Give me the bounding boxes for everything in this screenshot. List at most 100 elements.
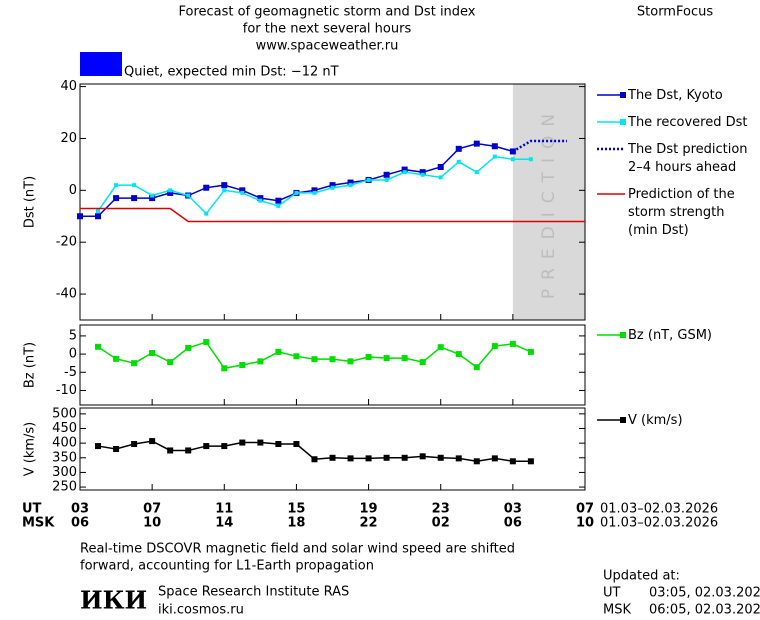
y-tick-label: 40	[60, 79, 77, 94]
prediction-label: PREDICTION	[539, 105, 559, 299]
footer-note: Real-time DSCOVR magnetic field and sola…	[80, 542, 515, 557]
data-point	[131, 360, 138, 367]
x2-tick-label: 18	[287, 516, 305, 531]
y-tick-label: 20	[60, 131, 77, 146]
y-tick-label: 250	[52, 480, 77, 495]
x2-tick-label: 10	[143, 516, 161, 531]
status-swatch	[80, 52, 122, 76]
data-point	[114, 183, 119, 188]
y-tick-label: 500	[52, 406, 77, 421]
logo: ИКИ	[80, 586, 147, 615]
x2-tick-label: 02	[432, 516, 450, 531]
x2-tick-label: 10	[576, 516, 594, 531]
x-tick-label: 19	[360, 502, 378, 517]
updated-ut: 03:05, 02.03.2026	[649, 586, 760, 601]
data-point	[77, 213, 83, 220]
plot-frame	[79, 83, 586, 321]
y-tick-label: 350	[52, 450, 77, 465]
data-point	[402, 170, 407, 175]
data-point	[527, 458, 534, 465]
data-point	[203, 443, 210, 450]
data-point	[456, 159, 461, 164]
legend-label: Bz (nT, GSM)	[628, 328, 712, 343]
data-point	[203, 339, 210, 346]
data-point	[437, 454, 444, 461]
data-point	[185, 447, 192, 454]
x-tick-label: 07	[143, 502, 161, 517]
data-point	[510, 157, 515, 162]
data-point	[113, 195, 120, 202]
updated-ut-label: UT	[603, 586, 621, 601]
data-point	[294, 190, 299, 195]
x-tick-label: 03	[71, 502, 89, 517]
footer-note: forward, accounting for L1-Earth propaga…	[80, 559, 374, 574]
data-point	[491, 143, 498, 150]
data-point	[383, 454, 390, 461]
data-point	[204, 211, 209, 216]
data-point	[347, 179, 354, 186]
data-point	[221, 443, 228, 450]
updated-label: Updated at:	[603, 569, 680, 584]
data-point	[131, 441, 138, 448]
data-point	[132, 183, 137, 188]
updated-msk: 06:05, 02.03.2026	[649, 603, 760, 618]
series-line	[512, 139, 567, 153]
data-point	[185, 344, 192, 351]
institute-site: iki.cosmos.ru	[158, 603, 244, 618]
plot-frame	[79, 407, 586, 491]
data-point	[473, 140, 480, 147]
data-point	[330, 185, 335, 190]
y-tick-label: 5	[69, 328, 77, 343]
y-tick-label: -40	[56, 287, 77, 302]
data-point	[293, 441, 300, 448]
data-point	[150, 193, 155, 198]
x-tick-label: 23	[432, 502, 450, 517]
x-axis-label: UT	[22, 502, 42, 517]
brand: StormFocus	[637, 5, 713, 20]
legend-label: Prediction of the storm strength (min Dst)	[628, 187, 735, 238]
x-tick-label: 07	[576, 502, 594, 517]
data-point	[419, 169, 426, 176]
data-point	[311, 356, 318, 363]
data-point	[365, 354, 372, 360]
data-point	[96, 209, 101, 214]
y-tick-label: 450	[52, 421, 77, 436]
data-point	[95, 443, 102, 450]
data-point	[509, 340, 516, 347]
series-line	[80, 207, 585, 223]
prediction-zone	[512, 84, 585, 320]
x2-range-label: 01.03–02.03.2026	[600, 516, 718, 531]
data-point	[509, 458, 516, 465]
legend-marker	[620, 332, 626, 338]
x-tick-label: 03	[504, 502, 522, 517]
data-point	[437, 163, 444, 170]
data-point	[95, 343, 102, 350]
data-point	[473, 364, 480, 371]
data-point	[348, 183, 353, 188]
data-point	[329, 356, 336, 363]
data-point	[401, 166, 408, 173]
data-point	[455, 351, 462, 358]
data-point	[473, 458, 480, 465]
data-point	[168, 188, 173, 193]
legend-label: V (km/s)	[628, 413, 683, 428]
data-point	[437, 344, 444, 351]
data-point	[95, 213, 102, 220]
data-point	[258, 198, 263, 203]
data-point	[131, 195, 138, 202]
y-axis-label: Bz (nT)	[23, 342, 38, 388]
title-line: Forecast of geomagnetic storm and Dst in…	[178, 5, 475, 20]
data-point	[257, 439, 264, 446]
data-point	[203, 184, 210, 191]
y-axis-label: V (km/s)	[23, 422, 38, 477]
data-point	[401, 355, 408, 362]
data-point	[239, 187, 246, 194]
data-point	[275, 441, 282, 448]
y-tick-label: -5	[64, 365, 77, 380]
y-tick-label: 0	[69, 183, 77, 198]
data-point	[312, 190, 317, 195]
y-axis-label: Dst (nT)	[23, 176, 38, 228]
data-point	[329, 182, 336, 189]
